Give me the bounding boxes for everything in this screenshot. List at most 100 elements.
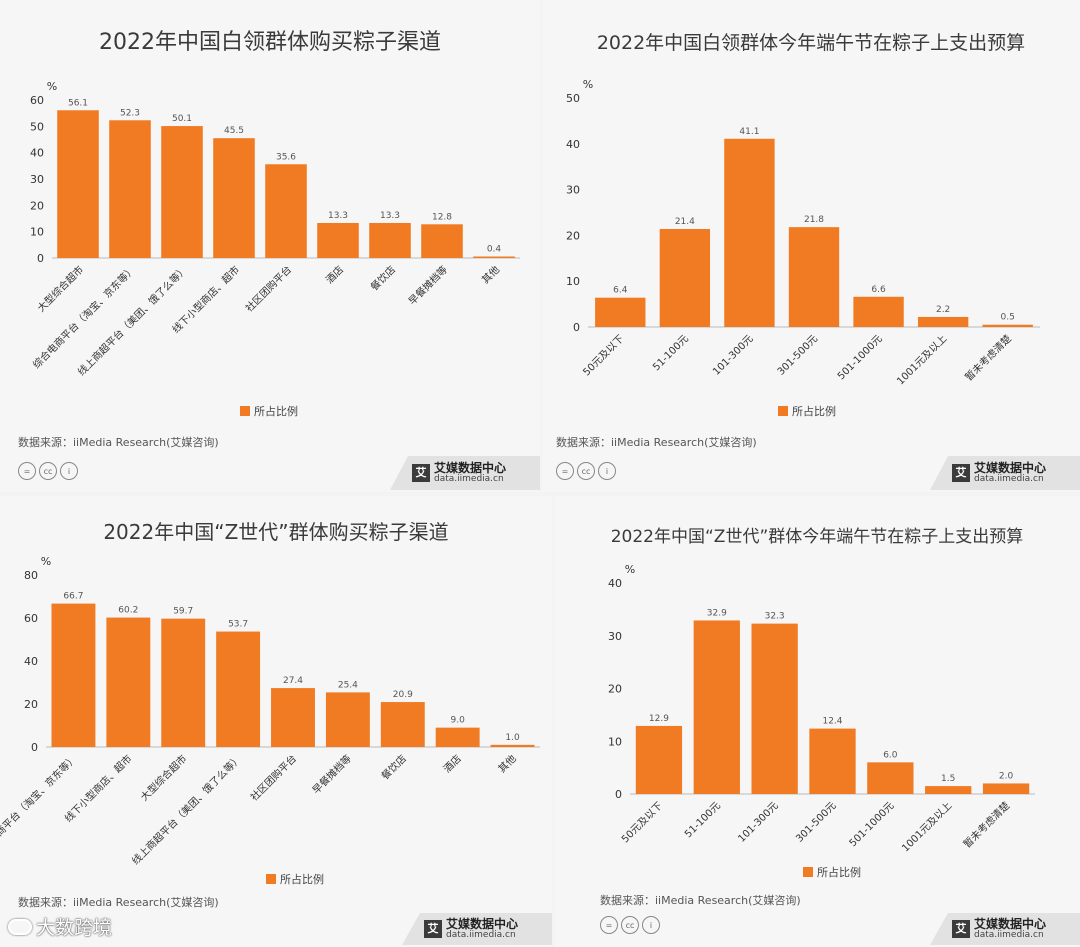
legend-swatch — [778, 406, 788, 416]
y-tick-label: 30 — [608, 630, 622, 643]
bar — [369, 222, 411, 258]
y-tick-label: 40 — [30, 147, 44, 160]
data-label: 13.3 — [380, 211, 400, 221]
y-unit-label: % — [625, 563, 635, 576]
category-label: 101-300元 — [711, 333, 755, 377]
category-label: 酒店 — [440, 752, 463, 775]
equal-icon: = — [18, 462, 36, 480]
data-label: 0.4 — [487, 245, 502, 255]
data-label: 9.0 — [451, 716, 466, 726]
bar — [490, 744, 535, 747]
brand-url: data.iimedia.cn — [446, 929, 516, 940]
brand-name: 艾媒数据中心 — [974, 460, 1047, 475]
person-icon: i — [642, 916, 660, 934]
chart-title: 2022年中国“Z世代”群体购买粽子渠道 — [103, 520, 449, 544]
bar — [216, 631, 261, 747]
category-label: 线上商超平台（美团、饿了么等） — [75, 263, 190, 378]
y-tick-label: 30 — [566, 184, 580, 197]
bar — [595, 297, 646, 327]
y-tick-label: 10 — [608, 735, 622, 748]
brand-banner: 艾 艾媒数据中心 data.iimedia.cn — [930, 456, 1080, 490]
y-tick-label: 40 — [566, 138, 580, 151]
category-label: 501-1000元 — [836, 333, 885, 382]
chart-panel-4: 2022年中国“Z世代”群体今年端午节在粽子上支出预算 0 10 20 30 40% 12… — [554, 496, 1080, 947]
y-tick-label: 80 — [24, 569, 38, 582]
chart-title: 2022年中国白领群体购买粽子渠道 — [99, 30, 441, 55]
category-label: 大型综合超市 — [138, 752, 190, 804]
data-label: 56.1 — [68, 98, 88, 108]
brand-url: data.iimedia.cn — [974, 473, 1044, 484]
data-label: 53.7 — [228, 620, 248, 630]
watermark-logo-icon — [8, 918, 32, 935]
category-label: 51-100元 — [651, 333, 691, 373]
category-label: 501-1000元 — [848, 800, 897, 849]
license-icons: = cc i — [18, 462, 78, 480]
bar — [421, 224, 463, 258]
chart-panel-2: 2022年中国白领群体今年端午节在粽子上支出预算 0 10 20 30 40 50% 6.4… — [542, 0, 1080, 492]
category-label: 暂未考虑清楚 — [962, 332, 1014, 384]
legend: 所占比例 — [778, 403, 836, 419]
brand-name: 艾媒数据中心 — [434, 460, 507, 475]
data-label: 50.1 — [172, 114, 192, 124]
data-label: 41.1 — [739, 127, 759, 137]
source-note: 数据来源：iiMedia Research(艾媒咨询) — [600, 894, 801, 907]
bar — [724, 138, 775, 327]
data-label: 25.4 — [338, 680, 358, 690]
chart-title: 2022年中国白领群体今年端午节在粽子上支出预算 — [596, 32, 1026, 54]
data-label: 13.3 — [328, 211, 348, 221]
bar — [473, 256, 515, 258]
category-label: 社区团购平台 — [243, 263, 295, 315]
data-label: 32.9 — [707, 608, 727, 618]
data-label: 1.5 — [941, 774, 955, 784]
y-tick-label: 0 — [31, 741, 38, 754]
y-tick-label: 10 — [30, 226, 44, 239]
bar — [317, 222, 359, 258]
legend-label: 所占比例 — [792, 405, 836, 418]
bar — [809, 728, 856, 794]
y-tick-label: 20 — [566, 229, 580, 242]
y-tick-label: 0 — [37, 252, 44, 265]
category-label: 50元及以下 — [619, 800, 665, 846]
bar — [109, 120, 151, 258]
bar — [982, 783, 1030, 794]
legend-swatch — [266, 874, 276, 884]
category-label: 餐饮店 — [368, 263, 398, 293]
chart-panel-1: 2022年中国白领群体购买粽子渠道 0 10 20 30 40 50 60% 56.1 大型综合… — [0, 0, 540, 492]
source-note: 数据来源：iiMedia Research(艾媒咨询) — [556, 436, 757, 449]
y-tick-label: 20 — [24, 698, 38, 711]
data-label: 32.3 — [765, 612, 785, 622]
y-tick-label: 50 — [30, 120, 44, 133]
data-label: 12.4 — [822, 717, 842, 727]
data-label: 66.7 — [63, 592, 83, 602]
data-label: 52.3 — [120, 108, 140, 118]
category-label: 50元及以下 — [581, 333, 627, 379]
y-tick-label: 40 — [24, 655, 38, 668]
bar — [325, 692, 370, 747]
category-label: 社区团购平台 — [248, 752, 300, 804]
category-label: 51-100元 — [683, 800, 723, 840]
legend: 所占比例 — [803, 864, 861, 880]
y-tick-label: 30 — [30, 173, 44, 186]
data-label: 6.4 — [613, 286, 628, 296]
data-label: 6.0 — [883, 750, 898, 760]
cc-icon: cc — [39, 462, 57, 480]
bar — [57, 110, 99, 259]
license-icons: = cc i — [600, 916, 660, 934]
bar — [867, 762, 914, 794]
data-label: 12.9 — [649, 714, 669, 724]
source-note: 数据来源：iiMedia Research(艾媒咨询) — [18, 436, 219, 449]
bar-chart: 0 10 20 30 40 50 60% 56.1 大型综合超市 52.3 综合电商平台（淘宝、京东… — [30, 80, 520, 378]
data-label: 6.6 — [871, 285, 886, 295]
category-label: 大型综合超市 — [35, 263, 87, 315]
bar — [982, 324, 1033, 327]
data-label: 35.6 — [276, 152, 296, 162]
brand-name: 艾媒数据中心 — [446, 916, 519, 931]
person-icon: i — [60, 462, 78, 480]
brand-logo-icon: 艾 — [952, 464, 970, 482]
legend: 所占比例 — [240, 403, 298, 419]
data-label: 27.4 — [283, 676, 303, 686]
equal-icon: = — [556, 462, 574, 480]
legend-label: 所占比例 — [817, 866, 861, 879]
bar — [51, 603, 96, 747]
equal-icon: = — [600, 916, 618, 934]
